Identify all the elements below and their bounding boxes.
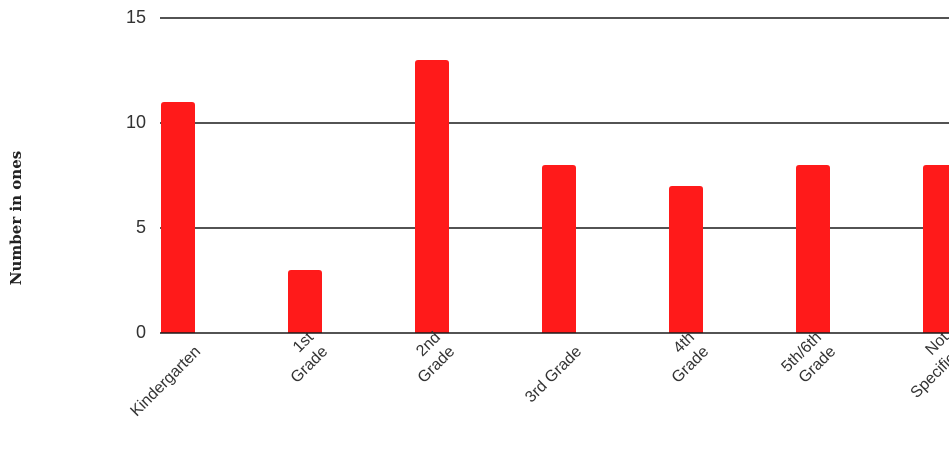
x-tick-label: Kindergarten xyxy=(127,343,204,420)
y-tick-label: 15 xyxy=(126,7,146,27)
x-tick-label: 3rd Grade xyxy=(522,343,585,406)
bar xyxy=(288,270,322,333)
y-tick-label: 0 xyxy=(136,322,146,342)
y-tick-label: 5 xyxy=(136,217,146,237)
y-tick-label: 10 xyxy=(126,112,146,132)
bar xyxy=(796,165,830,333)
x-tick-label-line: 3rd Grade xyxy=(522,343,585,406)
bar xyxy=(161,102,195,333)
bar xyxy=(542,165,576,333)
bar xyxy=(415,60,449,333)
bar xyxy=(923,165,949,333)
x-tick-label-line: Kindergarten xyxy=(127,343,204,420)
bar xyxy=(669,186,703,333)
